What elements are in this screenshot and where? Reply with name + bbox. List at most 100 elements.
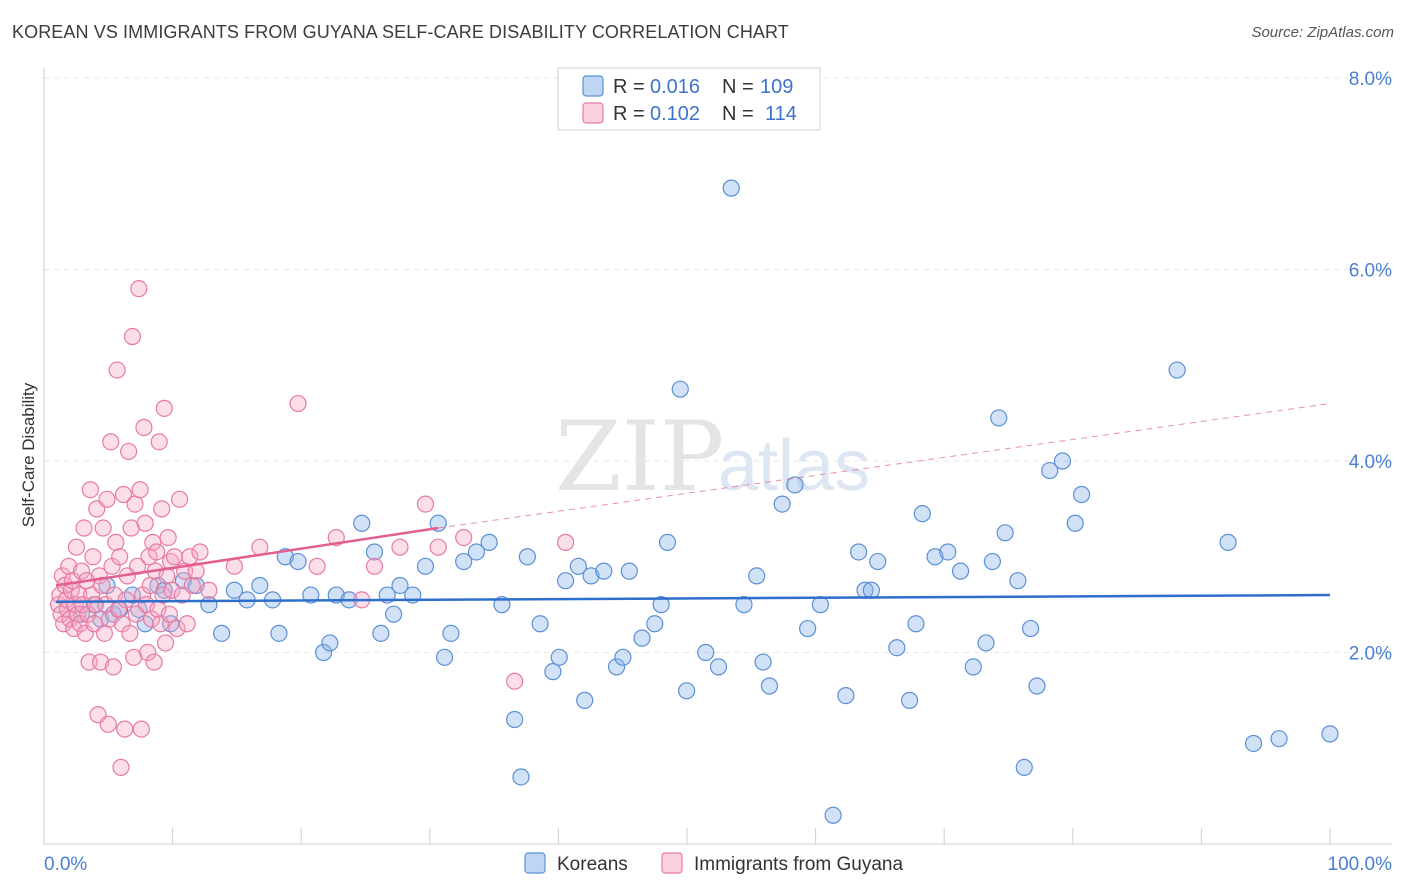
guyana-point-51 [114, 485, 133, 504]
korean-point-60 [658, 533, 677, 551]
guyana-point-103 [289, 394, 307, 413]
korean-point-104 [1321, 725, 1339, 743]
guyana-point-99 [191, 543, 209, 561]
legend-r-value-0: 0.016 [650, 76, 700, 98]
legend-n-value-1: 114 [765, 103, 797, 125]
guyana-point-110 [429, 538, 447, 556]
guyana-point-91 [168, 619, 186, 638]
source-label: Source: ZipAtlas.com [1251, 24, 1394, 41]
guyana-point-56 [121, 624, 139, 642]
guyana-point-20 [75, 519, 93, 537]
korean-point-49 [556, 572, 575, 590]
legend-r-label-1: R = [613, 103, 645, 125]
guyana-point-27 [84, 548, 102, 566]
guyana-point-43 [104, 658, 122, 676]
guyana-point-86 [159, 528, 177, 547]
korean-point-52 [582, 567, 600, 585]
guyana-point-63 [130, 280, 148, 298]
korean-point-66 [735, 596, 753, 614]
x-tick-label-left: 0.0% [44, 854, 87, 875]
legend-n-value-0: 109 [760, 76, 793, 98]
korean-point-93 [1015, 758, 1033, 777]
korean-point-98 [1066, 514, 1084, 532]
guyana-point-68 [136, 514, 154, 532]
guyana-point-83 [155, 399, 173, 417]
guyana-point-87 [160, 605, 178, 623]
guyana-point-55 [120, 442, 138, 461]
series-guyana-points [49, 280, 575, 777]
korean-point-87 [964, 658, 982, 676]
korean-point-43 [506, 710, 524, 729]
guyana-point-82 [154, 586, 172, 604]
bottom-legend-label-guyana: Immigrants from Guyana [694, 854, 903, 875]
korean-point-65 [722, 179, 740, 197]
watermark-atlas: atlas [718, 426, 870, 506]
guyana-point-112 [506, 672, 524, 690]
korean-point-94 [1022, 619, 1040, 638]
legend-r-value-1: 0.102 [650, 103, 700, 125]
korean-point-102 [1244, 734, 1263, 753]
guyana-point-16 [70, 586, 88, 604]
guyana-point-113 [556, 533, 575, 551]
y-tick-label-2: 6.0% [1349, 261, 1392, 282]
korean-point-38 [442, 624, 460, 642]
guyana-point-107 [365, 557, 384, 575]
korean-point-84 [926, 548, 944, 566]
watermark-zip: ZIP [555, 401, 724, 513]
guyana-point-49 [112, 758, 130, 777]
korean-point-103 [1270, 730, 1288, 748]
korean-point-13 [187, 576, 205, 595]
korean-point-55 [614, 648, 632, 666]
korean-point-45 [518, 548, 536, 566]
korean-point-101 [1219, 533, 1237, 551]
series-koreans-points [72, 179, 1339, 824]
korean-point-48 [550, 648, 568, 666]
korean-point-71 [786, 476, 804, 494]
guyana-point-109 [416, 495, 435, 513]
korean-point-24 [314, 643, 333, 662]
trend-line-guyana [55, 526, 439, 587]
korean-point-40 [467, 543, 486, 561]
korean-point-57 [633, 629, 651, 647]
korean-point-46 [531, 615, 549, 633]
korean-point-73 [811, 596, 830, 614]
korean-point-53 [595, 562, 613, 580]
korean-point-85 [939, 543, 957, 561]
legend-swatch-guyana [582, 102, 604, 124]
korean-point-18 [251, 576, 269, 595]
korean-point-78 [862, 581, 880, 599]
korean-point-70 [773, 495, 791, 513]
guyana-point-79 [150, 433, 168, 451]
guyana-point-64 [131, 481, 149, 499]
korean-point-64 [709, 658, 728, 676]
guyana-point-111 [455, 528, 473, 547]
guyana-point-92 [170, 490, 189, 508]
guyana-point-39 [99, 715, 117, 733]
guyana-point-108 [391, 538, 409, 556]
guyana-point-75 [145, 653, 163, 671]
x-tick-label-right: 100.0% [1328, 854, 1393, 875]
korean-point-95 [1028, 677, 1046, 695]
trend-lines [55, 403, 1331, 604]
korean-point-32 [385, 605, 403, 623]
korean-point-50 [569, 557, 587, 575]
korean-point-81 [900, 691, 919, 709]
gridlines [44, 77, 1392, 653]
guyana-point-53 [117, 591, 135, 609]
guyana-point-14 [67, 538, 85, 556]
korean-point-41 [480, 533, 498, 551]
guyana-point-65 [132, 720, 150, 738]
korean-point-51 [576, 691, 594, 709]
bottom-legend-swatch-guyana [661, 852, 683, 874]
korean-point-44 [512, 768, 530, 786]
guyana-point-90 [165, 548, 184, 566]
korean-point-35 [416, 557, 435, 575]
guyana-point-18 [72, 562, 91, 580]
y-axis-label: Self-Care Disability [19, 382, 38, 527]
korean-point-75 [837, 686, 855, 705]
guyana-point-46 [108, 361, 126, 379]
guyana-point-77 [148, 543, 166, 561]
guyana-point-45 [107, 533, 125, 551]
guyana-point-25 [81, 481, 99, 499]
